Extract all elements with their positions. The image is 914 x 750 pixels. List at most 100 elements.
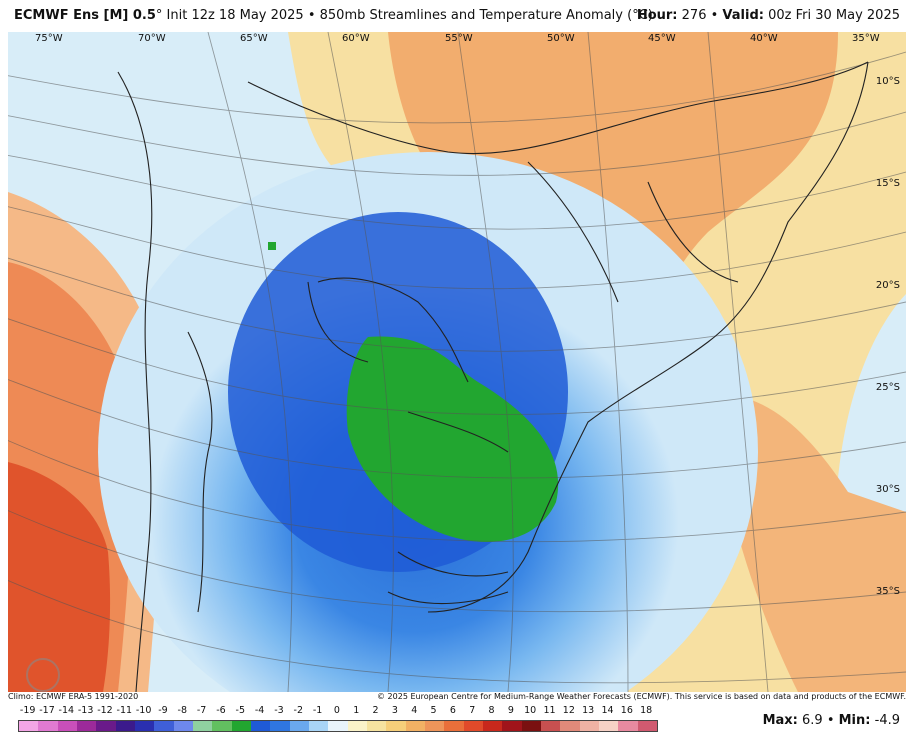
- scale-color-swatch: [250, 721, 271, 731]
- color-scale-bar: [18, 720, 658, 732]
- scale-color-swatch: [57, 721, 77, 731]
- max-label: Max:: [762, 713, 798, 728]
- scale-tick-label: -6: [216, 705, 226, 716]
- scale-tick-label: 18: [640, 705, 653, 716]
- scale-tick-label: -5: [235, 705, 246, 716]
- latitude-label: 35°S: [875, 586, 900, 597]
- scale-tick-label: 3: [391, 705, 398, 716]
- scale-color-swatch: [618, 721, 638, 731]
- scale-tick-label: 4: [411, 705, 418, 716]
- longitude-label: 40°W: [750, 33, 778, 44]
- scale-color-swatch: [212, 721, 232, 731]
- hour-label: Hour:: [636, 8, 678, 23]
- scale-color-swatch: [328, 721, 348, 731]
- scale-tick-label: -19: [19, 705, 36, 716]
- scale-tick-label: 1: [353, 705, 360, 716]
- scale-color-swatch: [289, 721, 309, 731]
- latitude-label: 30°S: [875, 484, 900, 495]
- max-min-values: Max: 6.9 • Min: -4.9: [762, 713, 900, 728]
- longitude-label: 45°W: [648, 33, 676, 44]
- scale-color-swatch: [482, 721, 503, 731]
- scale-color-swatch: [173, 721, 193, 731]
- legend-footer: Climo: ECMWF ERA-5 1991-2020 © 2025 Euro…: [0, 692, 914, 750]
- latitude-label: 25°S: [875, 382, 900, 393]
- title-details: ° Init 12z 18 May 2025 • 850mb Streamlin…: [155, 8, 653, 23]
- copyright-note: © 2025 European Centre for Medium-Range …: [377, 692, 906, 701]
- latitude-label: 10°S: [875, 76, 900, 87]
- header-bar: ECMWF Ens [M] 0.5° Init 12z 18 May 2025 …: [0, 0, 914, 32]
- longitude-label: 70°W: [138, 33, 166, 44]
- model-name: ECMWF Ens [M] 0.5: [14, 8, 156, 23]
- hour-value: 276: [681, 8, 707, 23]
- scale-color-swatch: [637, 721, 657, 731]
- scale-color-swatch: [444, 721, 464, 731]
- scale-tick-label: -7: [196, 705, 207, 716]
- scale-color-swatch: [38, 721, 58, 731]
- scale-tick-label: -12: [97, 705, 113, 716]
- scale-color-swatch: [270, 721, 290, 731]
- map-title: ECMWF Ens [M] 0.5° Init 12z 18 May 2025 …: [14, 8, 653, 23]
- min-label: Min:: [838, 713, 871, 728]
- longitude-label: 35°W: [852, 33, 880, 44]
- forecast-map: 75°W 70°W 65°W 60°W 55°W 50°W 45°W 40°W …: [8, 32, 906, 692]
- scale-color-swatch: [598, 721, 619, 731]
- scale-color-swatch: [308, 721, 329, 731]
- scale-tick-label: 0: [333, 705, 340, 716]
- scale-tick-label: 10: [524, 705, 537, 716]
- scale-color-swatch: [96, 721, 116, 731]
- scale-color-swatch: [347, 721, 367, 731]
- scale-color-swatch: [154, 721, 174, 731]
- longitude-label: 55°W: [445, 33, 473, 44]
- scale-color-swatch: [405, 721, 425, 731]
- temperature-anomaly-field: [8, 32, 906, 692]
- scale-tick-label: 6: [449, 705, 456, 716]
- scale-tick-label: -8: [177, 705, 188, 716]
- longitude-label: 60°W: [342, 33, 370, 44]
- scale-color-swatch: [540, 721, 561, 731]
- scale-tick-label: 14: [601, 705, 614, 716]
- scale-color-swatch: [521, 721, 541, 731]
- scale-color-swatch: [463, 721, 483, 731]
- color-scale-labels: -19 -17 -14 -13 -12 -11 -10 -9 -8 -7 -6 -5 -4 -3 -2 -1 0…: [18, 705, 656, 716]
- scale-color-swatch: [115, 721, 135, 731]
- weatherbell-logo-icon: [26, 658, 60, 692]
- scale-color-swatch: [424, 721, 445, 731]
- climatology-note: Climo: ECMWF ERA-5 1991-2020: [8, 692, 139, 701]
- scale-color-swatch: [192, 721, 213, 731]
- scale-color-swatch: [19, 721, 39, 731]
- scale-color-swatch: [579, 721, 599, 731]
- scale-tick-label: -14: [58, 705, 75, 716]
- scale-tick-label: 16: [620, 705, 633, 716]
- scale-tick-label: 2: [372, 705, 379, 716]
- latitude-label: 15°S: [875, 178, 900, 189]
- scale-tick-label: 9: [507, 705, 514, 716]
- scale-tick-label: -1: [312, 705, 323, 716]
- scale-tick-label: -17: [39, 705, 55, 716]
- valid-time: Hour: 276 • Valid: 00z Fri 30 May 2025: [636, 8, 900, 23]
- longitude-label: 75°W: [35, 33, 63, 44]
- valid-label: Valid:: [722, 8, 764, 23]
- scale-tick-label: 11: [543, 705, 556, 716]
- scale-tick-label: -9: [158, 705, 168, 716]
- scale-tick-label: -2: [293, 705, 303, 716]
- scale-tick-label: 7: [469, 705, 476, 716]
- scale-tick-label: 8: [488, 705, 495, 716]
- scale-tick-label: -4: [254, 705, 265, 716]
- latitude-label: 20°S: [875, 280, 900, 291]
- scale-color-swatch: [231, 721, 251, 731]
- scale-color-swatch: [134, 721, 155, 731]
- min-value: -4.9: [874, 713, 900, 728]
- scale-tick-label: 13: [582, 705, 595, 716]
- valid-value: 00z Fri 30 May 2025: [768, 8, 900, 23]
- scale-tick-label: -10: [135, 705, 152, 716]
- scale-color-swatch: [502, 721, 522, 731]
- scale-color-swatch: [76, 721, 97, 731]
- longitude-label: 50°W: [547, 33, 575, 44]
- scale-tick-label: -11: [116, 705, 133, 716]
- scale-color-swatch: [366, 721, 387, 731]
- scale-color-swatch: [386, 721, 406, 731]
- scale-tick-label: 5: [430, 705, 437, 716]
- longitude-label: 65°W: [240, 33, 268, 44]
- scale-color-swatch: [560, 721, 580, 731]
- scale-tick-label: 12: [562, 705, 575, 716]
